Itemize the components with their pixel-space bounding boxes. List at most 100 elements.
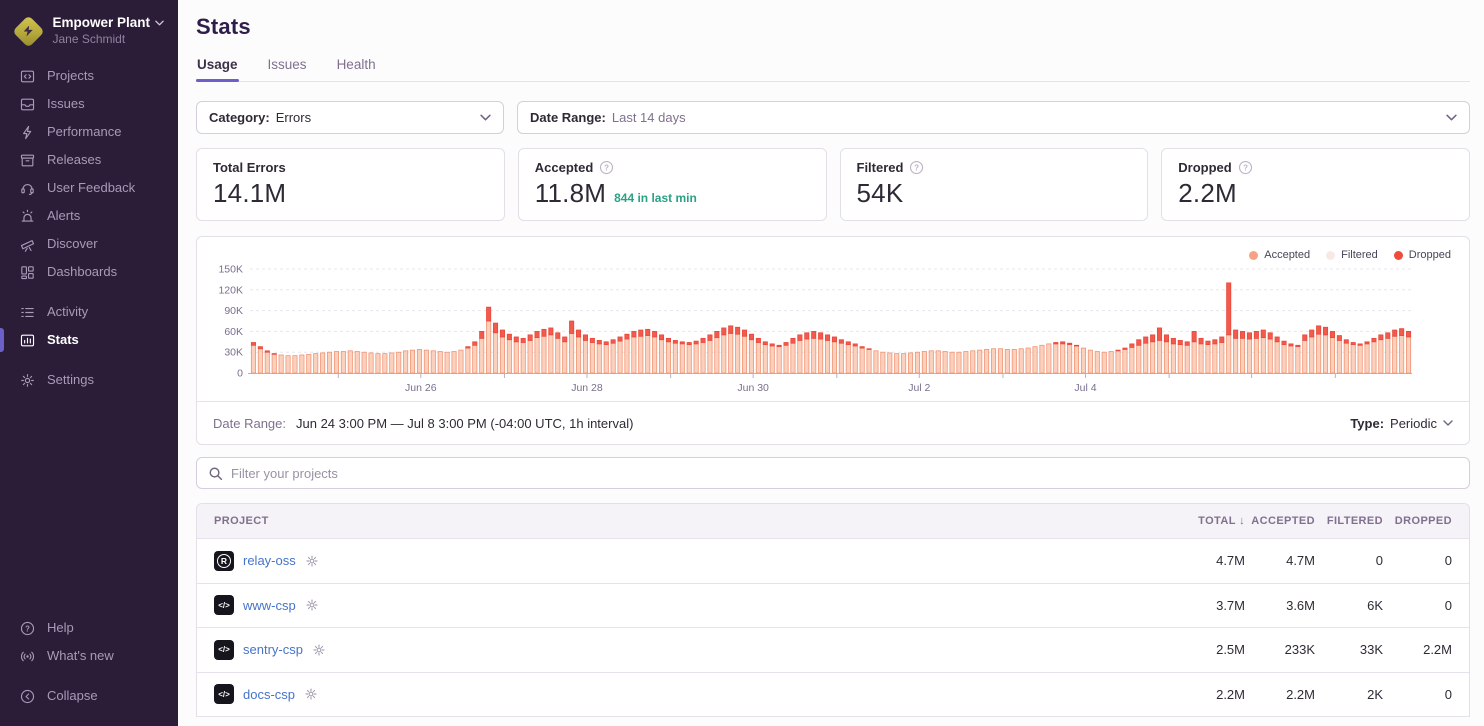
filtered-cell: 0 xyxy=(1375,553,1383,569)
org-switcher[interactable]: Empower Plant Jane Schmidt xyxy=(0,14,178,62)
performance-icon xyxy=(23,125,32,139)
help-icon[interactable]: ? xyxy=(1238,160,1253,175)
filtered-cell: 2K xyxy=(1367,686,1383,702)
svg-text:120K: 120K xyxy=(218,284,243,296)
user-feedback-icon xyxy=(21,183,34,195)
date-range-value: Last 14 days xyxy=(611,110,686,125)
sidebar-item-label: Performance xyxy=(47,124,122,140)
column-header-total[interactable]: Total ↓ xyxy=(1198,515,1245,527)
svg-text:150K: 150K xyxy=(218,265,243,276)
dropped-cell: 0 xyxy=(1444,597,1452,613)
sidebar-item-alerts[interactable]: Alerts xyxy=(0,202,178,230)
svg-text:30K: 30K xyxy=(224,347,243,359)
sidebar-item-label: Help xyxy=(47,620,74,636)
org-avatar xyxy=(11,14,45,48)
sidebar-item-discover[interactable]: Discover xyxy=(0,230,178,258)
sidebar-item-user-feedback[interactable]: User Feedback xyxy=(0,174,178,202)
sidebar-item-label: Dashboards xyxy=(47,264,118,280)
svg-text:60K: 60K xyxy=(224,326,243,338)
card-total-errors: Total Errors 14.1M xyxy=(196,148,505,221)
platform-csp-icon: </> xyxy=(214,684,234,705)
card-value: 54K xyxy=(856,178,904,208)
releases-icon xyxy=(20,154,35,166)
sidebar-item-label: Settings xyxy=(47,372,94,388)
sidebar-item-settings[interactable]: Settings xyxy=(0,366,178,394)
project-link[interactable]: relay-oss xyxy=(243,553,296,569)
sidebar-item-label: Collapse xyxy=(47,688,98,704)
sidebar-item-label: Activity xyxy=(47,304,89,320)
collapse-icon xyxy=(20,689,35,703)
column-header-accepted[interactable]: Accepted xyxy=(1251,515,1315,527)
category-select[interactable]: Category: Errors xyxy=(196,101,504,134)
chevron-down-icon xyxy=(1443,420,1453,426)
legend-item-accepted[interactable]: Accepted xyxy=(1249,249,1310,261)
tab-usage[interactable]: Usage xyxy=(196,57,239,82)
usage-chart-svg[interactable]: 0 30K 60K 90K 120K 150K Jun 26 Jun 28 Jun 30 Jul … xyxy=(210,265,1456,397)
projects-icon xyxy=(20,70,35,82)
svg-text:Jul 4: Jul 4 xyxy=(1074,382,1096,394)
card-label: Dropped xyxy=(1178,160,1232,175)
svg-text:0: 0 xyxy=(237,368,243,380)
sidebar-item-issues[interactable]: Issues xyxy=(0,90,178,118)
secondary-nav: ? Help What's new Collapse xyxy=(0,614,178,710)
column-header-filtered[interactable]: Filtered xyxy=(1326,515,1383,527)
table-row: R relay-oss 4.7M 4.7M 0 0 xyxy=(197,539,1469,584)
accepted-cell: 2.2M xyxy=(1286,686,1315,702)
sidebar-item-releases[interactable]: Releases xyxy=(0,146,178,174)
sidebar-item-label: Projects xyxy=(47,68,94,84)
org-name: Empower Plant xyxy=(52,14,150,30)
sidebar-collapse-button[interactable]: Collapse xyxy=(0,682,178,710)
project-settings-gear-icon[interactable] xyxy=(304,687,318,701)
tab-issues[interactable]: Issues xyxy=(267,57,307,72)
sidebar-item-whats-new[interactable]: What's new xyxy=(0,642,178,670)
svg-text:?: ? xyxy=(25,624,30,633)
chevron-down-icon xyxy=(155,20,164,26)
dashboards-icon xyxy=(21,265,34,279)
legend-dot xyxy=(1393,250,1403,260)
total-cell: 4.7M xyxy=(1216,553,1245,569)
table-row: </> www-csp 3.7M 3.6M 6K 0 xyxy=(197,583,1469,628)
tab-health[interactable]: Health xyxy=(336,57,376,72)
column-header-dropped[interactable]: Dropped xyxy=(1394,515,1452,527)
card-dropped: Dropped ? 2.2M xyxy=(1161,148,1470,221)
filter-bar: Category: Errors Date Range: Last 14 day… xyxy=(196,101,1470,134)
tab-bar: Usage Issues Health xyxy=(196,57,1470,82)
sidebar-item-label: Issues xyxy=(47,96,85,112)
svg-text:Jun 28: Jun 28 xyxy=(571,382,603,394)
sort-desc-icon: ↓ xyxy=(1239,515,1245,527)
sidebar-item-help[interactable]: ? Help xyxy=(0,614,178,642)
project-settings-gear-icon[interactable] xyxy=(312,643,326,657)
help-icon[interactable]: ? xyxy=(909,160,924,175)
usage-chart-panel: Accepted Filtered Dropped 0 30K 60K 90K 120K… xyxy=(196,236,1470,445)
help-icon[interactable]: ? xyxy=(599,160,614,175)
sidebar-item-label: What's new xyxy=(47,648,114,664)
sidebar-item-dashboards[interactable]: Dashboards xyxy=(0,258,178,286)
project-settings-gear-icon[interactable] xyxy=(305,598,319,612)
sidebar-item-activity[interactable]: Activity xyxy=(0,298,178,326)
legend-item-dropped[interactable]: Dropped xyxy=(1393,249,1451,261)
project-link[interactable]: www-csp xyxy=(243,597,296,613)
column-header-project: Project xyxy=(214,515,269,527)
chart-footer: Date Range: Jun 24 3:00 PM — Jul 8 3:00 … xyxy=(197,401,1469,444)
date-range-select[interactable]: Date Range: Last 14 days xyxy=(517,101,1470,134)
page-title: Stats xyxy=(196,14,251,39)
sidebar-item-label: Releases xyxy=(47,152,102,168)
dropped-cell: 0 xyxy=(1444,686,1452,702)
legend-item-filtered[interactable]: Filtered xyxy=(1326,249,1378,261)
table-row: </> docs-csp 2.2M 2.2M 2K 0 xyxy=(197,672,1469,717)
project-link[interactable]: docs-csp xyxy=(243,686,296,702)
card-filtered: Filtered ? 54K xyxy=(839,148,1149,221)
sidebar-item-performance[interactable]: Performance xyxy=(0,118,178,146)
sidebar-item-stats[interactable]: Stats xyxy=(0,326,178,354)
card-label: Total Errors xyxy=(213,160,286,175)
type-select[interactable]: Type: Periodic xyxy=(1350,416,1453,431)
project-link[interactable]: sentry-csp xyxy=(243,642,303,658)
sidebar-item-label: Discover xyxy=(47,236,98,252)
accepted-cell: 233K xyxy=(1284,642,1315,658)
accepted-cell: 3.6M xyxy=(1286,597,1315,613)
svg-text:?: ? xyxy=(915,163,920,172)
sidebar-item-projects[interactable]: Projects xyxy=(0,62,178,90)
search-input[interactable] xyxy=(231,465,1458,481)
project-settings-gear-icon[interactable] xyxy=(305,554,319,568)
svg-text:?: ? xyxy=(1243,163,1248,172)
